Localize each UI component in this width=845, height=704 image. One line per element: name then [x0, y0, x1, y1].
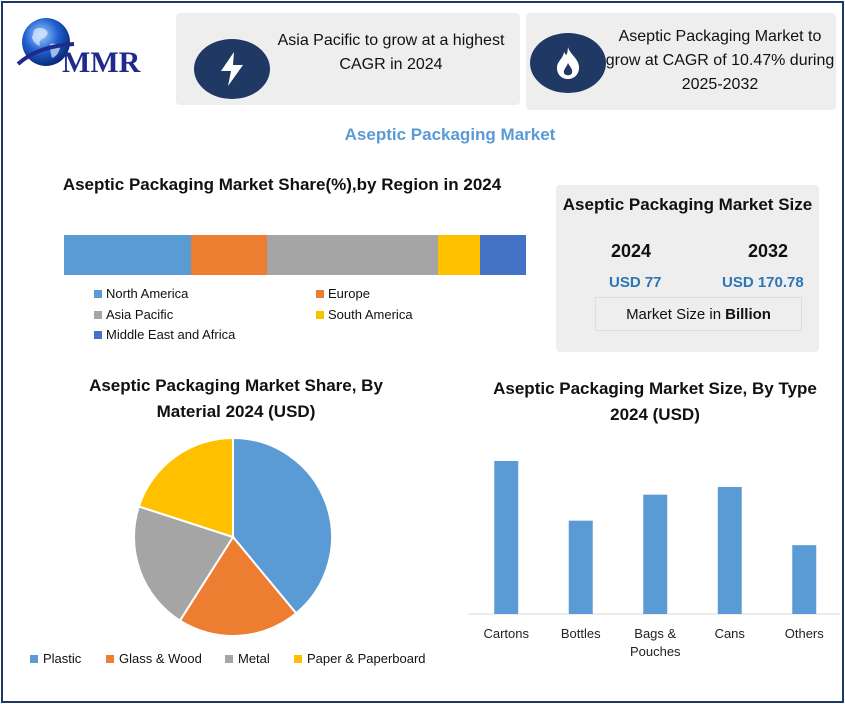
x-tick-label: Bottles — [561, 626, 601, 641]
legend-label: North America — [106, 286, 189, 301]
unit-prefix: Market Size in — [626, 305, 722, 323]
bar-others — [792, 545, 817, 614]
legend-swatch — [30, 654, 38, 663]
legend-swatch — [316, 310, 324, 319]
info-text-region-growth: Asia Pacific to grow at a highest CAGR i… — [277, 32, 505, 73]
bar-bags-pouches — [643, 494, 668, 614]
bar-cartons — [494, 461, 519, 614]
legend-label: Plastic — [43, 651, 82, 666]
type-chart-title: Aseptic Packaging Market Size, By Type 2… — [493, 379, 817, 424]
legend-item-north-america: North America — [94, 286, 188, 301]
legend-item-paper-paperboard: Paper & Paperboard — [294, 651, 426, 666]
market-size-panel: Aseptic Packaging Market Size 2024 2032 … — [556, 185, 819, 352]
legend-item-middle-east-africa: Middle East and Africa — [94, 327, 235, 342]
legend-swatch — [106, 654, 114, 663]
market-size-year-2032: 2032 — [748, 241, 789, 261]
legend-item-metal: Metal — [225, 651, 270, 666]
globe-icon — [16, 18, 75, 66]
flame-icon — [530, 33, 606, 93]
region-bar-segment-middle-east-and-africa — [479, 235, 526, 275]
x-tick-label: Bags & Pouches — [630, 626, 681, 659]
info-box-region-growth: Asia Pacific to grow at a highest CAGR i… — [176, 13, 520, 105]
legend-item-europe: Europe — [316, 286, 370, 301]
pie-slice-paper-paperboard — [137, 436, 234, 539]
info-box-cagr: Aseptic Packaging Market to grow at CAGR… — [526, 13, 836, 110]
legend-swatch — [225, 654, 233, 663]
bar-cans — [717, 487, 742, 614]
pie-slice-metal — [133, 505, 235, 622]
legend-swatch — [94, 289, 102, 298]
x-tick-label: Cartons — [483, 626, 529, 641]
legend-label: Paper & Paperboard — [307, 651, 426, 666]
legend-label: Europe — [328, 286, 370, 301]
x-tick-label: Others — [785, 626, 825, 641]
region-bar-segment-north-america — [64, 235, 192, 275]
lightning-bolt-icon — [194, 39, 270, 99]
bar-bottles — [568, 520, 593, 614]
page-title: Aseptic Packaging Market — [344, 125, 556, 144]
region-bar-segment-south-america — [438, 235, 480, 275]
type-bar-chart: Cartons Bottles Bags & Pouches Cans Others — [468, 461, 840, 659]
pie-slice-glass-wood — [178, 535, 298, 637]
legend-label: Metal — [238, 651, 270, 666]
material-chart-title: Aseptic Packaging Market Share, By Mater… — [89, 376, 383, 421]
region-bar-segment-europe — [191, 235, 268, 275]
legend-label: Middle East and Africa — [106, 327, 236, 342]
region-bar-segment-asia-pacific — [267, 235, 439, 275]
legend-label: Glass & Wood — [119, 651, 202, 666]
legend-swatch — [94, 330, 102, 339]
market-size-value-2032: USD 170.78 — [722, 274, 804, 291]
material-pie-chart — [133, 436, 333, 637]
unit-bold: Billion — [725, 305, 771, 323]
market-size-year-2024: 2024 — [611, 241, 652, 261]
market-size-unit: Market Size in Billion — [595, 297, 802, 331]
legend-swatch — [294, 654, 302, 663]
legend-swatch — [94, 310, 102, 319]
legend-label: Asia Pacific — [106, 307, 174, 322]
material-legend: Plastic Glass & Wood Metal Paper & Paper… — [30, 651, 450, 669]
legend-swatch — [316, 289, 324, 298]
market-size-value-2024: USD 77 — [609, 274, 662, 291]
x-tick-label: Cans — [715, 626, 746, 641]
region-stacked-bar — [64, 235, 526, 275]
legend-item-plastic: Plastic — [30, 651, 81, 666]
region-chart-title: Aseptic Packaging Market Share(%),by Reg… — [62, 175, 502, 194]
legend-item-asia-pacific: Asia Pacific — [94, 307, 173, 322]
pie-slice-plastic — [232, 436, 333, 615]
market-size-title: Aseptic Packaging Market Size — [562, 195, 813, 214]
mmr-logo: MMR — [12, 12, 152, 84]
logo-text: MMR — [62, 46, 141, 79]
legend-item-south-america: South America — [316, 307, 413, 322]
info-text-cagr: Aseptic Packaging Market to grow at CAGR… — [605, 28, 835, 93]
legend-item-glass-wood: Glass & Wood — [106, 651, 202, 666]
legend-label: South America — [328, 307, 413, 322]
